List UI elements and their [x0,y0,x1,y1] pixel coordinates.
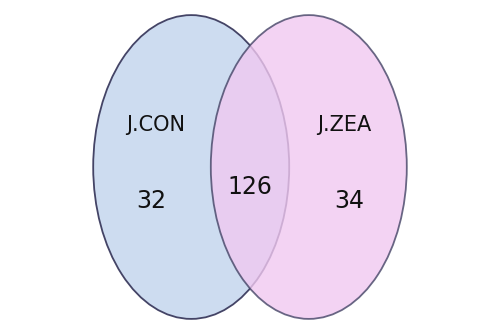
Text: 126: 126 [228,175,272,199]
Text: 34: 34 [334,189,364,213]
Ellipse shape [211,15,407,319]
Text: J.ZEA: J.ZEA [317,115,371,135]
Ellipse shape [93,15,289,319]
Text: J.CON: J.CON [126,115,186,135]
Text: 32: 32 [136,189,166,213]
